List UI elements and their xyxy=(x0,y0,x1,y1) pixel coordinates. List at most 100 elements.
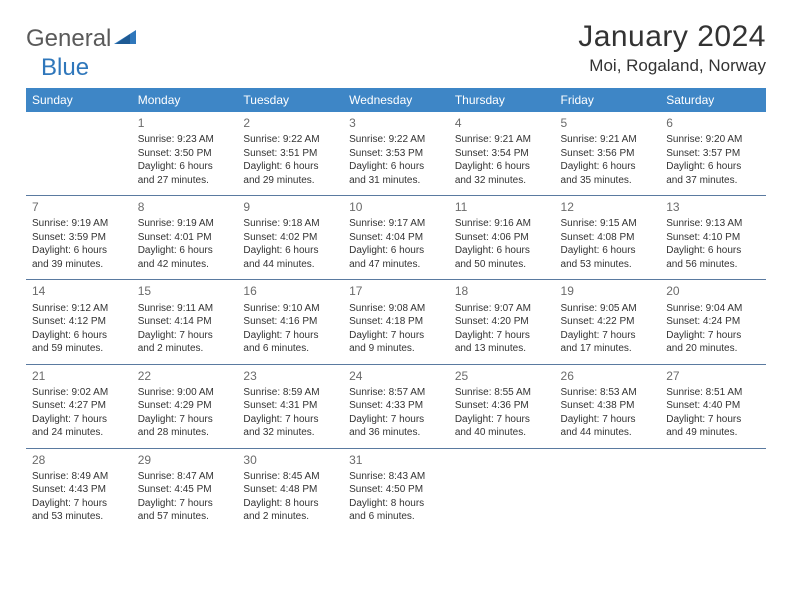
day-details: Sunrise: 9:22 AMSunset: 3:53 PMDaylight:… xyxy=(349,133,443,187)
day-details: Sunrise: 8:55 AMSunset: 4:36 PMDaylight:… xyxy=(455,386,549,440)
day-number: 15 xyxy=(138,280,232,301)
calendar-cell: 8Sunrise: 9:19 AMSunset: 4:01 PMDaylight… xyxy=(132,196,238,280)
day-details: Sunrise: 8:59 AMSunset: 4:31 PMDaylight:… xyxy=(243,386,337,440)
calendar-cell: 11Sunrise: 9:16 AMSunset: 4:06 PMDayligh… xyxy=(449,196,555,280)
logo-text-blue: Blue xyxy=(41,56,89,80)
day-details: Sunrise: 9:17 AMSunset: 4:04 PMDaylight:… xyxy=(349,217,443,271)
day-details: Sunrise: 9:20 AMSunset: 3:57 PMDaylight:… xyxy=(666,133,760,187)
day-details: Sunrise: 9:23 AMSunset: 3:50 PMDaylight:… xyxy=(138,133,232,187)
day-header: Thursday xyxy=(449,88,555,112)
calendar-cell: 16Sunrise: 9:10 AMSunset: 4:16 PMDayligh… xyxy=(237,280,343,364)
day-header: Friday xyxy=(555,88,661,112)
calendar-cell: 28Sunrise: 8:49 AMSunset: 4:43 PMDayligh… xyxy=(26,448,132,532)
day-number: 10 xyxy=(349,196,443,217)
day-header: Wednesday xyxy=(343,88,449,112)
calendar-cell xyxy=(555,448,661,532)
calendar-cell: 22Sunrise: 9:00 AMSunset: 4:29 PMDayligh… xyxy=(132,364,238,448)
day-number: 3 xyxy=(349,112,443,133)
day-number: 5 xyxy=(561,112,655,133)
day-header: Tuesday xyxy=(237,88,343,112)
day-details: Sunrise: 9:21 AMSunset: 3:56 PMDaylight:… xyxy=(561,133,655,187)
day-header: Sunday xyxy=(26,88,132,112)
day-details: Sunrise: 8:43 AMSunset: 4:50 PMDaylight:… xyxy=(349,470,443,524)
calendar-cell: 21Sunrise: 9:02 AMSunset: 4:27 PMDayligh… xyxy=(26,364,132,448)
day-number: 22 xyxy=(138,365,232,386)
calendar-cell: 29Sunrise: 8:47 AMSunset: 4:45 PMDayligh… xyxy=(132,448,238,532)
calendar-cell: 9Sunrise: 9:18 AMSunset: 4:02 PMDaylight… xyxy=(237,196,343,280)
calendar-cell: 23Sunrise: 8:59 AMSunset: 4:31 PMDayligh… xyxy=(237,364,343,448)
calendar-cell: 14Sunrise: 9:12 AMSunset: 4:12 PMDayligh… xyxy=(26,280,132,364)
day-number: 26 xyxy=(561,365,655,386)
day-number: 4 xyxy=(455,112,549,133)
calendar-cell: 30Sunrise: 8:45 AMSunset: 4:48 PMDayligh… xyxy=(237,448,343,532)
day-header: Saturday xyxy=(660,88,766,112)
calendar-cell: 7Sunrise: 9:19 AMSunset: 3:59 PMDaylight… xyxy=(26,196,132,280)
day-details: Sunrise: 9:18 AMSunset: 4:02 PMDaylight:… xyxy=(243,217,337,271)
day-number: 25 xyxy=(455,365,549,386)
day-details: Sunrise: 9:22 AMSunset: 3:51 PMDaylight:… xyxy=(243,133,337,187)
calendar-row: 28Sunrise: 8:49 AMSunset: 4:43 PMDayligh… xyxy=(26,448,766,532)
day-details: Sunrise: 8:57 AMSunset: 4:33 PMDaylight:… xyxy=(349,386,443,440)
day-details: Sunrise: 9:11 AMSunset: 4:14 PMDaylight:… xyxy=(138,302,232,356)
calendar-cell xyxy=(660,448,766,532)
day-number: 20 xyxy=(666,280,760,301)
calendar-row: 21Sunrise: 9:02 AMSunset: 4:27 PMDayligh… xyxy=(26,364,766,448)
day-number: 18 xyxy=(455,280,549,301)
calendar-table: SundayMondayTuesdayWednesdayThursdayFrid… xyxy=(26,88,766,532)
day-number: 29 xyxy=(138,449,232,470)
day-number: 2 xyxy=(243,112,337,133)
calendar-body: 1Sunrise: 9:23 AMSunset: 3:50 PMDaylight… xyxy=(26,112,766,532)
calendar-cell: 10Sunrise: 9:17 AMSunset: 4:04 PMDayligh… xyxy=(343,196,449,280)
calendar-cell: 19Sunrise: 9:05 AMSunset: 4:22 PMDayligh… xyxy=(555,280,661,364)
logo-mark-icon xyxy=(114,26,140,51)
day-number: 9 xyxy=(243,196,337,217)
day-details: Sunrise: 9:00 AMSunset: 4:29 PMDaylight:… xyxy=(138,386,232,440)
calendar-row: 14Sunrise: 9:12 AMSunset: 4:12 PMDayligh… xyxy=(26,280,766,364)
day-details: Sunrise: 9:19 AMSunset: 4:01 PMDaylight:… xyxy=(138,217,232,271)
day-number: 8 xyxy=(138,196,232,217)
calendar-cell: 17Sunrise: 9:08 AMSunset: 4:18 PMDayligh… xyxy=(343,280,449,364)
calendar-cell: 25Sunrise: 8:55 AMSunset: 4:36 PMDayligh… xyxy=(449,364,555,448)
calendar-head: SundayMondayTuesdayWednesdayThursdayFrid… xyxy=(26,88,766,112)
calendar-cell xyxy=(449,448,555,532)
calendar-cell: 5Sunrise: 9:21 AMSunset: 3:56 PMDaylight… xyxy=(555,112,661,196)
day-details: Sunrise: 9:16 AMSunset: 4:06 PMDaylight:… xyxy=(455,217,549,271)
calendar-cell: 4Sunrise: 9:21 AMSunset: 3:54 PMDaylight… xyxy=(449,112,555,196)
day-details: Sunrise: 9:07 AMSunset: 4:20 PMDaylight:… xyxy=(455,302,549,356)
location: Moi, Rogaland, Norway xyxy=(578,56,766,76)
day-details: Sunrise: 9:05 AMSunset: 4:22 PMDaylight:… xyxy=(561,302,655,356)
calendar-row: 7Sunrise: 9:19 AMSunset: 3:59 PMDaylight… xyxy=(26,196,766,280)
day-details: Sunrise: 9:13 AMSunset: 4:10 PMDaylight:… xyxy=(666,217,760,271)
day-details: Sunrise: 8:47 AMSunset: 4:45 PMDaylight:… xyxy=(138,470,232,524)
calendar-cell: 1Sunrise: 9:23 AMSunset: 3:50 PMDaylight… xyxy=(132,112,238,196)
calendar-cell: 3Sunrise: 9:22 AMSunset: 3:53 PMDaylight… xyxy=(343,112,449,196)
logo-text-general: General xyxy=(26,27,111,51)
day-number: 1 xyxy=(138,112,232,133)
day-details: Sunrise: 9:19 AMSunset: 3:59 PMDaylight:… xyxy=(32,217,126,271)
day-number: 7 xyxy=(32,196,126,217)
calendar-cell: 6Sunrise: 9:20 AMSunset: 3:57 PMDaylight… xyxy=(660,112,766,196)
day-details: Sunrise: 9:08 AMSunset: 4:18 PMDaylight:… xyxy=(349,302,443,356)
day-number: 19 xyxy=(561,280,655,301)
calendar-cell: 27Sunrise: 8:51 AMSunset: 4:40 PMDayligh… xyxy=(660,364,766,448)
calendar-cell: 24Sunrise: 8:57 AMSunset: 4:33 PMDayligh… xyxy=(343,364,449,448)
header: General January 2024 Moi, Rogaland, Norw… xyxy=(26,20,766,76)
logo: General xyxy=(26,26,142,51)
day-details: Sunrise: 8:49 AMSunset: 4:43 PMDaylight:… xyxy=(32,470,126,524)
day-number: 12 xyxy=(561,196,655,217)
calendar-cell: 31Sunrise: 8:43 AMSunset: 4:50 PMDayligh… xyxy=(343,448,449,532)
day-details: Sunrise: 8:53 AMSunset: 4:38 PMDaylight:… xyxy=(561,386,655,440)
day-details: Sunrise: 9:21 AMSunset: 3:54 PMDaylight:… xyxy=(455,133,549,187)
day-details: Sunrise: 9:02 AMSunset: 4:27 PMDaylight:… xyxy=(32,386,126,440)
day-details: Sunrise: 9:04 AMSunset: 4:24 PMDaylight:… xyxy=(666,302,760,356)
calendar-row: 1Sunrise: 9:23 AMSunset: 3:50 PMDaylight… xyxy=(26,112,766,196)
day-details: Sunrise: 8:51 AMSunset: 4:40 PMDaylight:… xyxy=(666,386,760,440)
calendar-cell: 12Sunrise: 9:15 AMSunset: 4:08 PMDayligh… xyxy=(555,196,661,280)
month-title: January 2024 xyxy=(578,20,766,54)
calendar-cell xyxy=(26,112,132,196)
day-details: Sunrise: 9:10 AMSunset: 4:16 PMDaylight:… xyxy=(243,302,337,356)
calendar-cell: 20Sunrise: 9:04 AMSunset: 4:24 PMDayligh… xyxy=(660,280,766,364)
day-number: 11 xyxy=(455,196,549,217)
day-number: 17 xyxy=(349,280,443,301)
calendar-cell: 18Sunrise: 9:07 AMSunset: 4:20 PMDayligh… xyxy=(449,280,555,364)
